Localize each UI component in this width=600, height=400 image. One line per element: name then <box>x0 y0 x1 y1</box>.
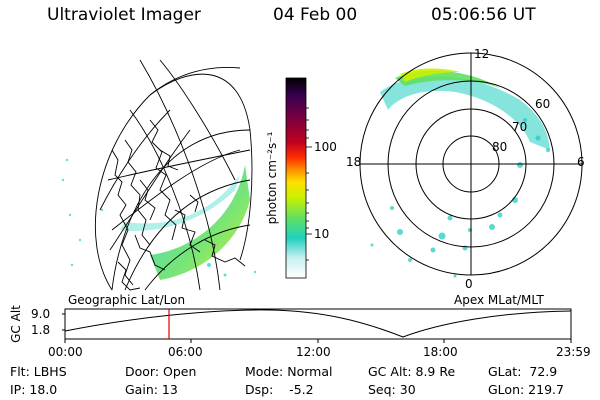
polar-aurora-arc <box>380 76 550 150</box>
colorbar <box>285 77 312 279</box>
dsp-info: Dsp: -5.2 <box>245 382 314 397</box>
mlat-label-80: 80 <box>492 140 508 154</box>
mlat-label-70: 70 <box>512 120 528 134</box>
polar-grid <box>359 52 583 276</box>
altitude-ytick-1-8: 1.8 <box>31 323 51 337</box>
geographic-panel <box>61 59 257 291</box>
altitude-xtick-0000: 00:00 <box>48 345 83 359</box>
mlat-label-60: 60 <box>535 97 551 111</box>
colorbar-tick-100: 100 <box>314 140 337 154</box>
seq-info: Seq: 30 <box>368 382 416 397</box>
colorbar-strip <box>285 77 307 279</box>
colorbar-ticks <box>306 107 312 261</box>
mlt-label-0: 0 <box>465 277 473 291</box>
geographic-caption: Geographic Lat/Lon <box>68 293 186 307</box>
altitude-ytick-9: 9.0 <box>31 307 51 321</box>
instrument-title: Ultraviolet Imager <box>47 5 201 25</box>
mlt-label-12: 12 <box>474 47 490 61</box>
glon-info: GLon: 219.7 <box>488 382 564 397</box>
glat-info: GLat: 72.9 <box>488 364 558 379</box>
altitude-curve <box>64 309 572 338</box>
apex-caption: Apex MLat/MLT <box>454 293 544 307</box>
geo-coastlines <box>111 119 246 291</box>
geo-grid-lines <box>95 59 253 291</box>
ip-info: IP: 18.0 <box>10 382 58 397</box>
polar-panel <box>359 52 583 278</box>
colorbar-tick-10: 10 <box>314 227 330 241</box>
altitude-xtick-1800: 18:00 <box>423 345 458 359</box>
altitude-xtick-2359: 23:59 <box>556 345 591 359</box>
altitude-axis-title: GC Alt <box>9 305 23 343</box>
altitude-xtick-0600: 06:00 <box>168 345 203 359</box>
altitude-x-ticks <box>62 313 572 343</box>
gain-info: Gain: 13 <box>125 382 178 397</box>
altitude-plot <box>62 308 572 343</box>
filter-info: Flt: LBHS <box>10 364 67 379</box>
geo-aurora-haze <box>120 175 240 231</box>
mode-info: Mode: Normal <box>245 364 333 379</box>
polar-aurora-speckles <box>370 118 550 278</box>
geo-aurora-band <box>150 165 250 280</box>
date-label: 04 Feb 00 <box>273 5 358 25</box>
altitude-xtick-1200: 12:00 <box>296 345 331 359</box>
gc-alt-info: GC Alt: 8.9 Re <box>368 364 456 379</box>
mlt-label-6: 6 <box>577 155 585 169</box>
mlt-label-18: 18 <box>346 155 362 169</box>
polar-aurora-bright <box>400 68 460 82</box>
door-info: Door: Open <box>125 364 197 379</box>
time-label: 05:06:56 UT <box>431 5 536 25</box>
colorbar-unit-label: photon cm⁻²s⁻¹ <box>265 131 279 225</box>
geo-aurora-speckles <box>61 158 257 277</box>
